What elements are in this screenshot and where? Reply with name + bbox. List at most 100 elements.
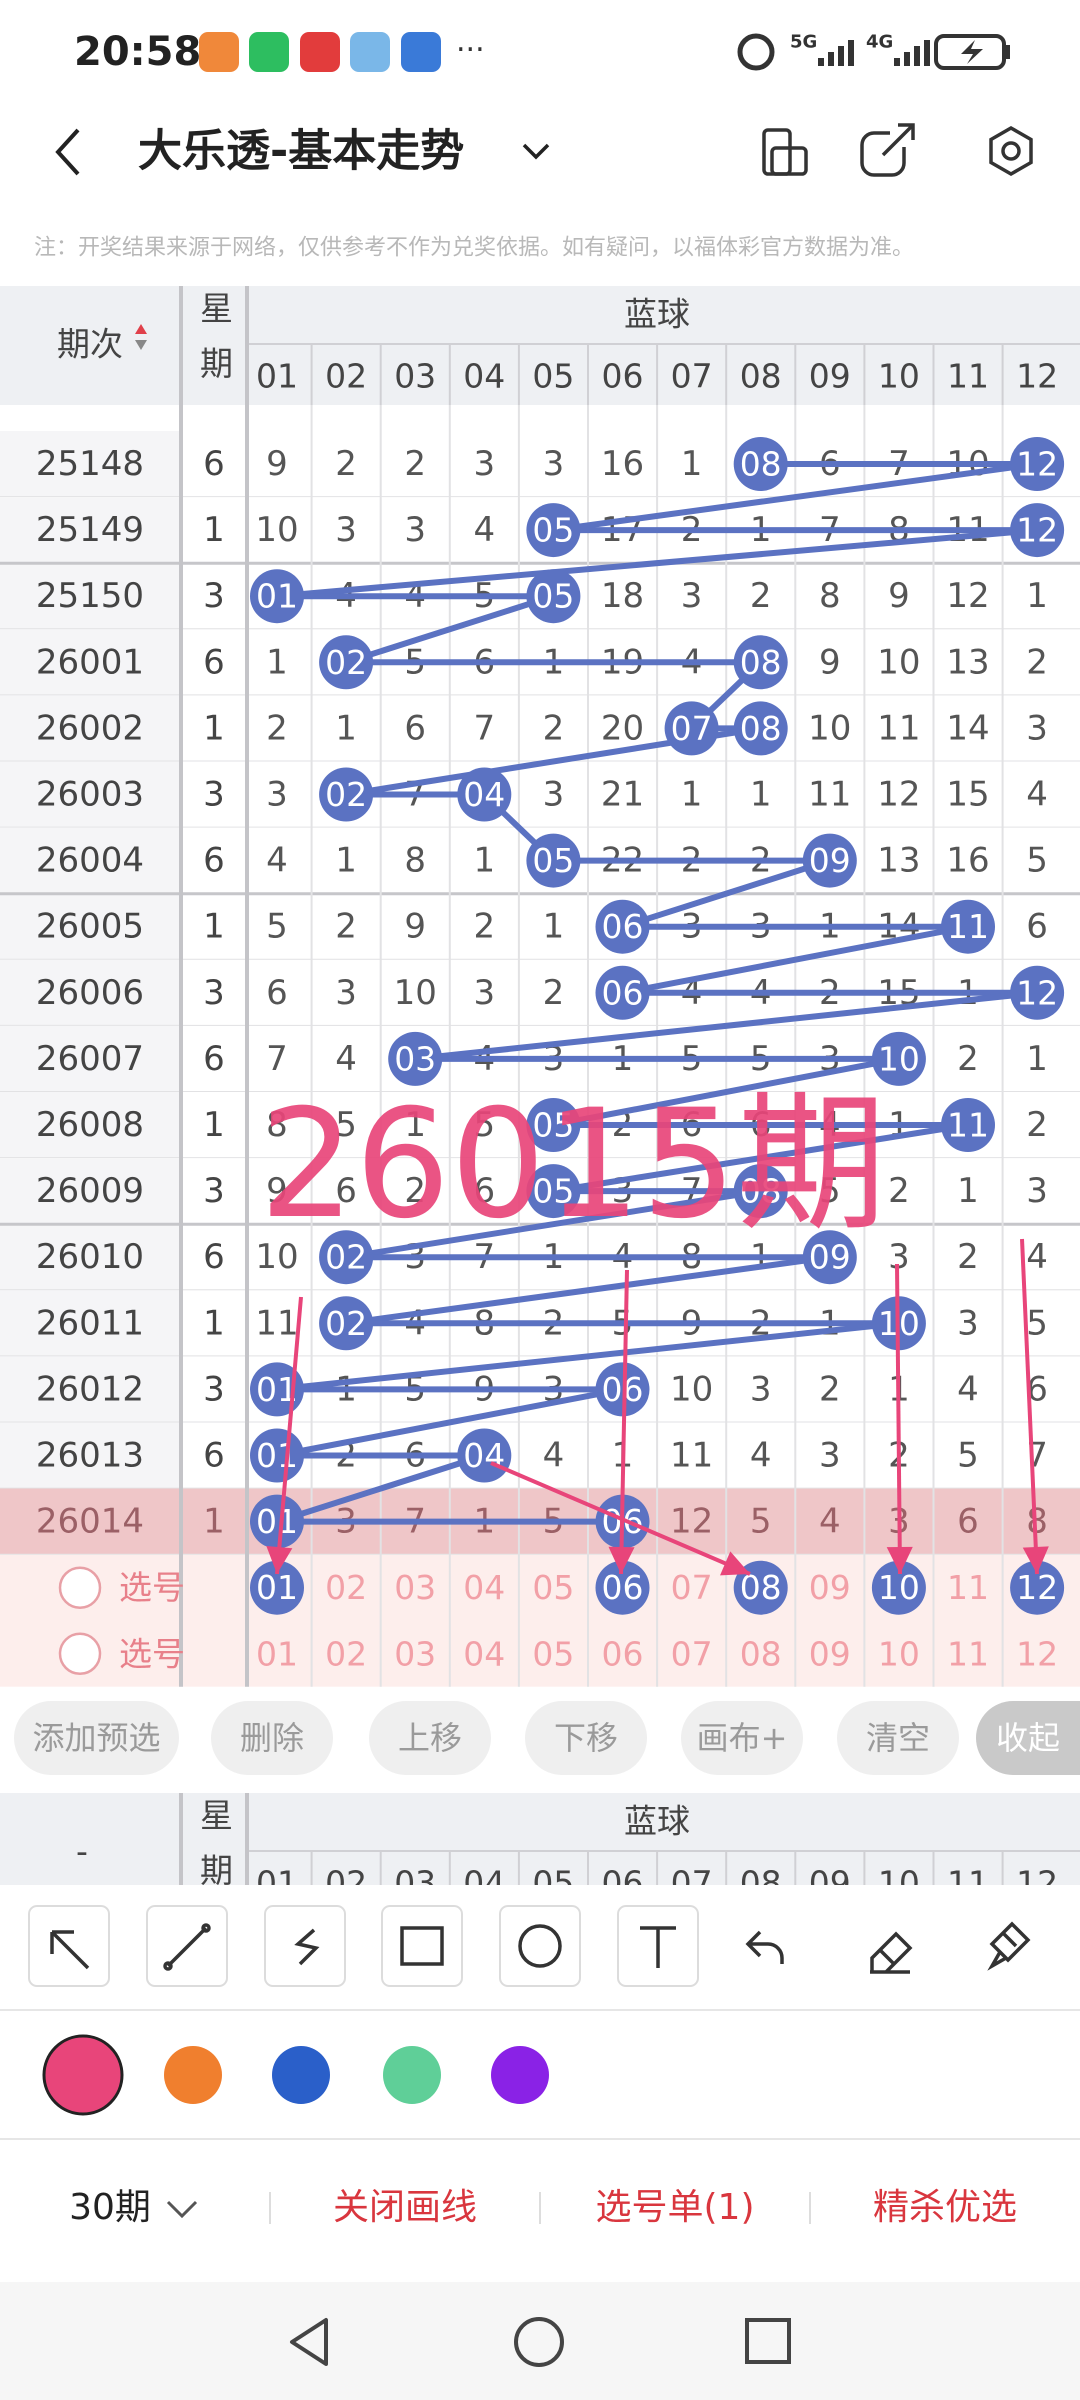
period: 26004 [36,841,144,881]
tool-rect[interactable] [381,1905,463,1987]
nav-home[interactable] [514,2317,564,2367]
selected-number: 12 [1016,1568,1058,1607]
back-button[interactable] [55,128,80,176]
action-button[interactable]: 添加预选 [14,1701,179,1775]
action-button[interactable]: 清空 [837,1701,959,1775]
hit-ball [388,1031,443,1086]
omission-count: 7 [266,1039,288,1079]
tool-curve[interactable] [264,1905,346,1987]
period-cell-bg [0,629,181,696]
pen-color[interactable] [383,2046,441,2104]
hit-number: 06 [602,907,644,946]
premium-button[interactable]: 精杀优选 [872,2187,1017,2228]
network-label: 5G [790,32,817,53]
nav-recent[interactable] [745,2318,791,2364]
hit-number: 10 [878,1039,920,1078]
hit-ball [733,1164,788,1219]
select-radio [58,1566,102,1609]
hit-number: 09 [809,1238,851,1277]
close-lines-button[interactable]: 关闭画线 [332,2187,477,2228]
hit-number: 11 [947,907,989,946]
omission-count: 3 [543,444,565,484]
pen-color[interactable] [491,2046,549,2104]
pen-color[interactable] [272,2046,330,2104]
omission-count: 8 [1026,1502,1048,1542]
hit-number: 12 [1016,973,1058,1012]
page-title: 大乐透-基本走势 [138,126,464,177]
battery-icon [961,40,983,64]
weekday: 3 [203,1369,225,1409]
omission-count: 5 [335,1105,357,1145]
tool-ellipse[interactable] [499,1905,581,1987]
omission-count: 3 [335,510,357,550]
action-button[interactable]: 画布+ [681,1701,803,1775]
selectable-number: 07 [671,1568,713,1607]
omission-count: 13 [946,642,989,682]
selected-number: 10 [878,1568,920,1607]
action-button[interactable]: 下移 [525,1701,647,1775]
hit-ball [733,701,788,756]
omission-count: 2 [1026,642,1048,682]
action-button[interactable]: 收起 [976,1701,1080,1775]
selected-ball [250,1560,304,1615]
pen-color[interactable] [164,2046,222,2104]
omission-count: 10 [255,1237,298,1277]
pen-color[interactable] [42,2034,124,2116]
more-icon: ··· [456,33,485,68]
hit-ball [250,1494,304,1549]
omission-count: 1 [335,841,357,881]
annotation-arrowhead [886,1546,913,1574]
omission-count: 3 [543,775,565,815]
period-cell-bg [0,431,181,498]
settings-button[interactable] [989,125,1033,177]
period-cell-bg [0,563,181,630]
hit-ball [733,635,788,690]
share-button[interactable] [860,123,915,177]
alarm-icon [737,33,775,71]
hit-number: 02 [325,775,367,814]
signal-icon [818,40,930,66]
annotation-text: 26015期 [259,1078,886,1252]
action-button[interactable]: 删除 [211,1701,333,1775]
selection-list-button[interactable]: 选号单(1) [595,2187,755,2228]
omission-count: 2 [404,444,426,484]
omission-count: 12 [946,576,989,616]
omission-count: 8 [819,576,841,616]
omission-count: 2 [543,973,565,1013]
nav-back[interactable] [290,2318,328,2366]
omission-count: 2 [404,1171,426,1211]
tool-line[interactable] [146,1905,228,1987]
weekday: 6 [203,1436,225,1476]
hit-number: 01 [256,577,298,616]
omission-count: 3 [473,444,495,484]
tool-arrow[interactable] [28,1905,110,1987]
nav-bar [0,2282,1080,2400]
periods-dropdown[interactable] [166,2200,198,2219]
title-dropdown[interactable] [522,143,550,160]
hit-ball [802,833,857,888]
column-header: 07 [671,357,713,396]
column-header: 01 [256,357,298,396]
selectable-number: 04 [463,1634,505,1673]
column-header: 09 [809,357,851,396]
period: 26013 [36,1436,144,1476]
omission-count: 10 [394,973,437,1013]
period: 26010 [36,1237,144,1277]
omission-count: 5 [750,1502,772,1542]
omission-count: 11 [877,708,920,748]
trend-line [345,593,555,666]
omission-count: 3 [750,1369,772,1409]
weekday: 6 [203,642,225,682]
tool-text[interactable] [617,1905,699,1987]
period-cell-bg [0,1025,181,1092]
omission-count: 1 [957,1171,979,1211]
periods-selector[interactable]: 30期 [69,2187,151,2228]
action-button[interactable]: 上移 [369,1701,491,1775]
omission-count: 6 [404,708,426,748]
period: 25149 [36,510,144,550]
annotation-arrowhead [1022,1546,1049,1574]
omission-count: 11 [808,775,851,815]
layout-button[interactable] [762,128,808,176]
hit-number: 08 [740,1172,782,1211]
